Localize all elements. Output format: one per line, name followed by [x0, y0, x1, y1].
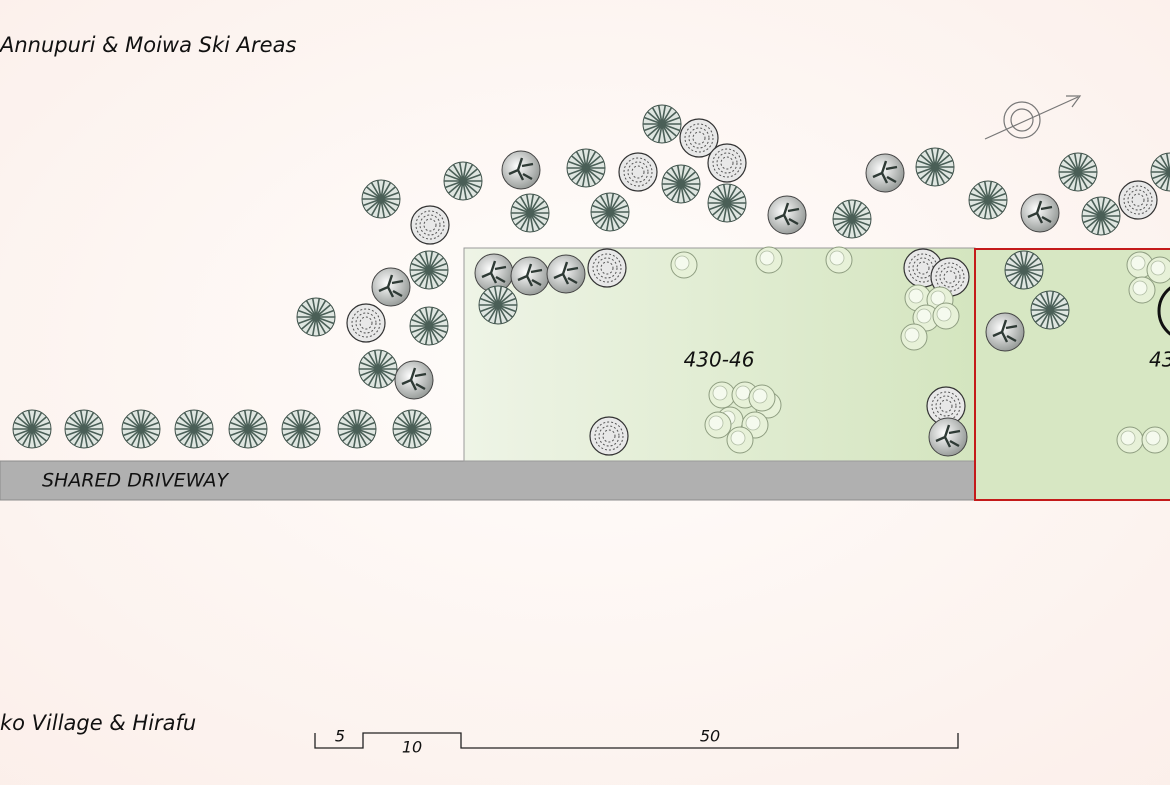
tree: [767, 195, 807, 235]
driveway-label: SHARED DRIVEWAY: [42, 470, 229, 492]
tree: [707, 143, 747, 183]
tree: [928, 417, 968, 457]
tree: [930, 257, 970, 297]
scale-label: 5: [335, 727, 345, 746]
tree: [64, 409, 104, 449]
tree: [642, 104, 682, 144]
tree: [1116, 426, 1144, 454]
tree: [361, 179, 401, 219]
tree: [296, 297, 336, 337]
tree: [904, 284, 932, 312]
lot-label: 43: [1149, 348, 1170, 372]
tree: [968, 180, 1008, 220]
tree: [281, 409, 321, 449]
tree: [708, 381, 736, 409]
tree: [371, 267, 411, 307]
tree: [1150, 152, 1170, 192]
tree: [410, 205, 450, 245]
scale-label: 10: [402, 738, 422, 757]
tree: [618, 152, 658, 192]
tree: [865, 153, 905, 193]
tree: [726, 426, 754, 454]
tree: [443, 161, 483, 201]
tree: [1004, 250, 1044, 290]
tree: [174, 409, 214, 449]
tree: [566, 148, 606, 188]
tree: [337, 409, 377, 449]
tree: [510, 193, 550, 233]
tree: [510, 256, 550, 296]
tree: [1141, 426, 1169, 454]
tree: [915, 147, 955, 187]
trees: [12, 104, 1170, 457]
tree: [704, 411, 732, 439]
tree: [392, 409, 432, 449]
tree: [932, 302, 960, 330]
tree: [748, 384, 776, 412]
tree: [546, 254, 586, 294]
tree: [12, 409, 52, 449]
tree: [670, 251, 698, 279]
tree: [900, 323, 928, 351]
tree: [1030, 290, 1070, 330]
tree: [394, 360, 434, 400]
scale-label: 50: [700, 727, 720, 746]
tree: [590, 192, 630, 232]
tree: [1058, 152, 1098, 192]
tree: [228, 409, 268, 449]
tree: [832, 199, 872, 239]
tree: [661, 164, 701, 204]
direction-label: Annupuri & Moiwa Ski Areas: [0, 33, 296, 57]
tree: [1146, 256, 1170, 284]
tree: [478, 285, 518, 325]
tree: [1128, 276, 1156, 304]
tree: [121, 409, 161, 449]
tree: [1020, 193, 1060, 233]
tree: [1118, 180, 1158, 220]
driveway: [0, 460, 976, 501]
direction-label: ko Village & Hirafu: [0, 711, 196, 735]
tree: [587, 248, 627, 288]
tree: [409, 250, 449, 290]
tree: [912, 304, 940, 332]
tree: [825, 246, 853, 274]
scale-bar: [314, 732, 959, 749]
compass: [984, 95, 1082, 140]
tree: [707, 183, 747, 223]
tree: [358, 349, 398, 389]
marker-circle: [1157, 286, 1170, 336]
tree: [501, 150, 541, 190]
tree: [409, 306, 449, 346]
lot-label: 430-46: [684, 348, 755, 372]
tree: [679, 118, 719, 158]
tree: [1081, 196, 1121, 236]
tree: [346, 303, 386, 343]
tree: [589, 416, 629, 456]
tree: [755, 246, 783, 274]
tree: [985, 312, 1025, 352]
